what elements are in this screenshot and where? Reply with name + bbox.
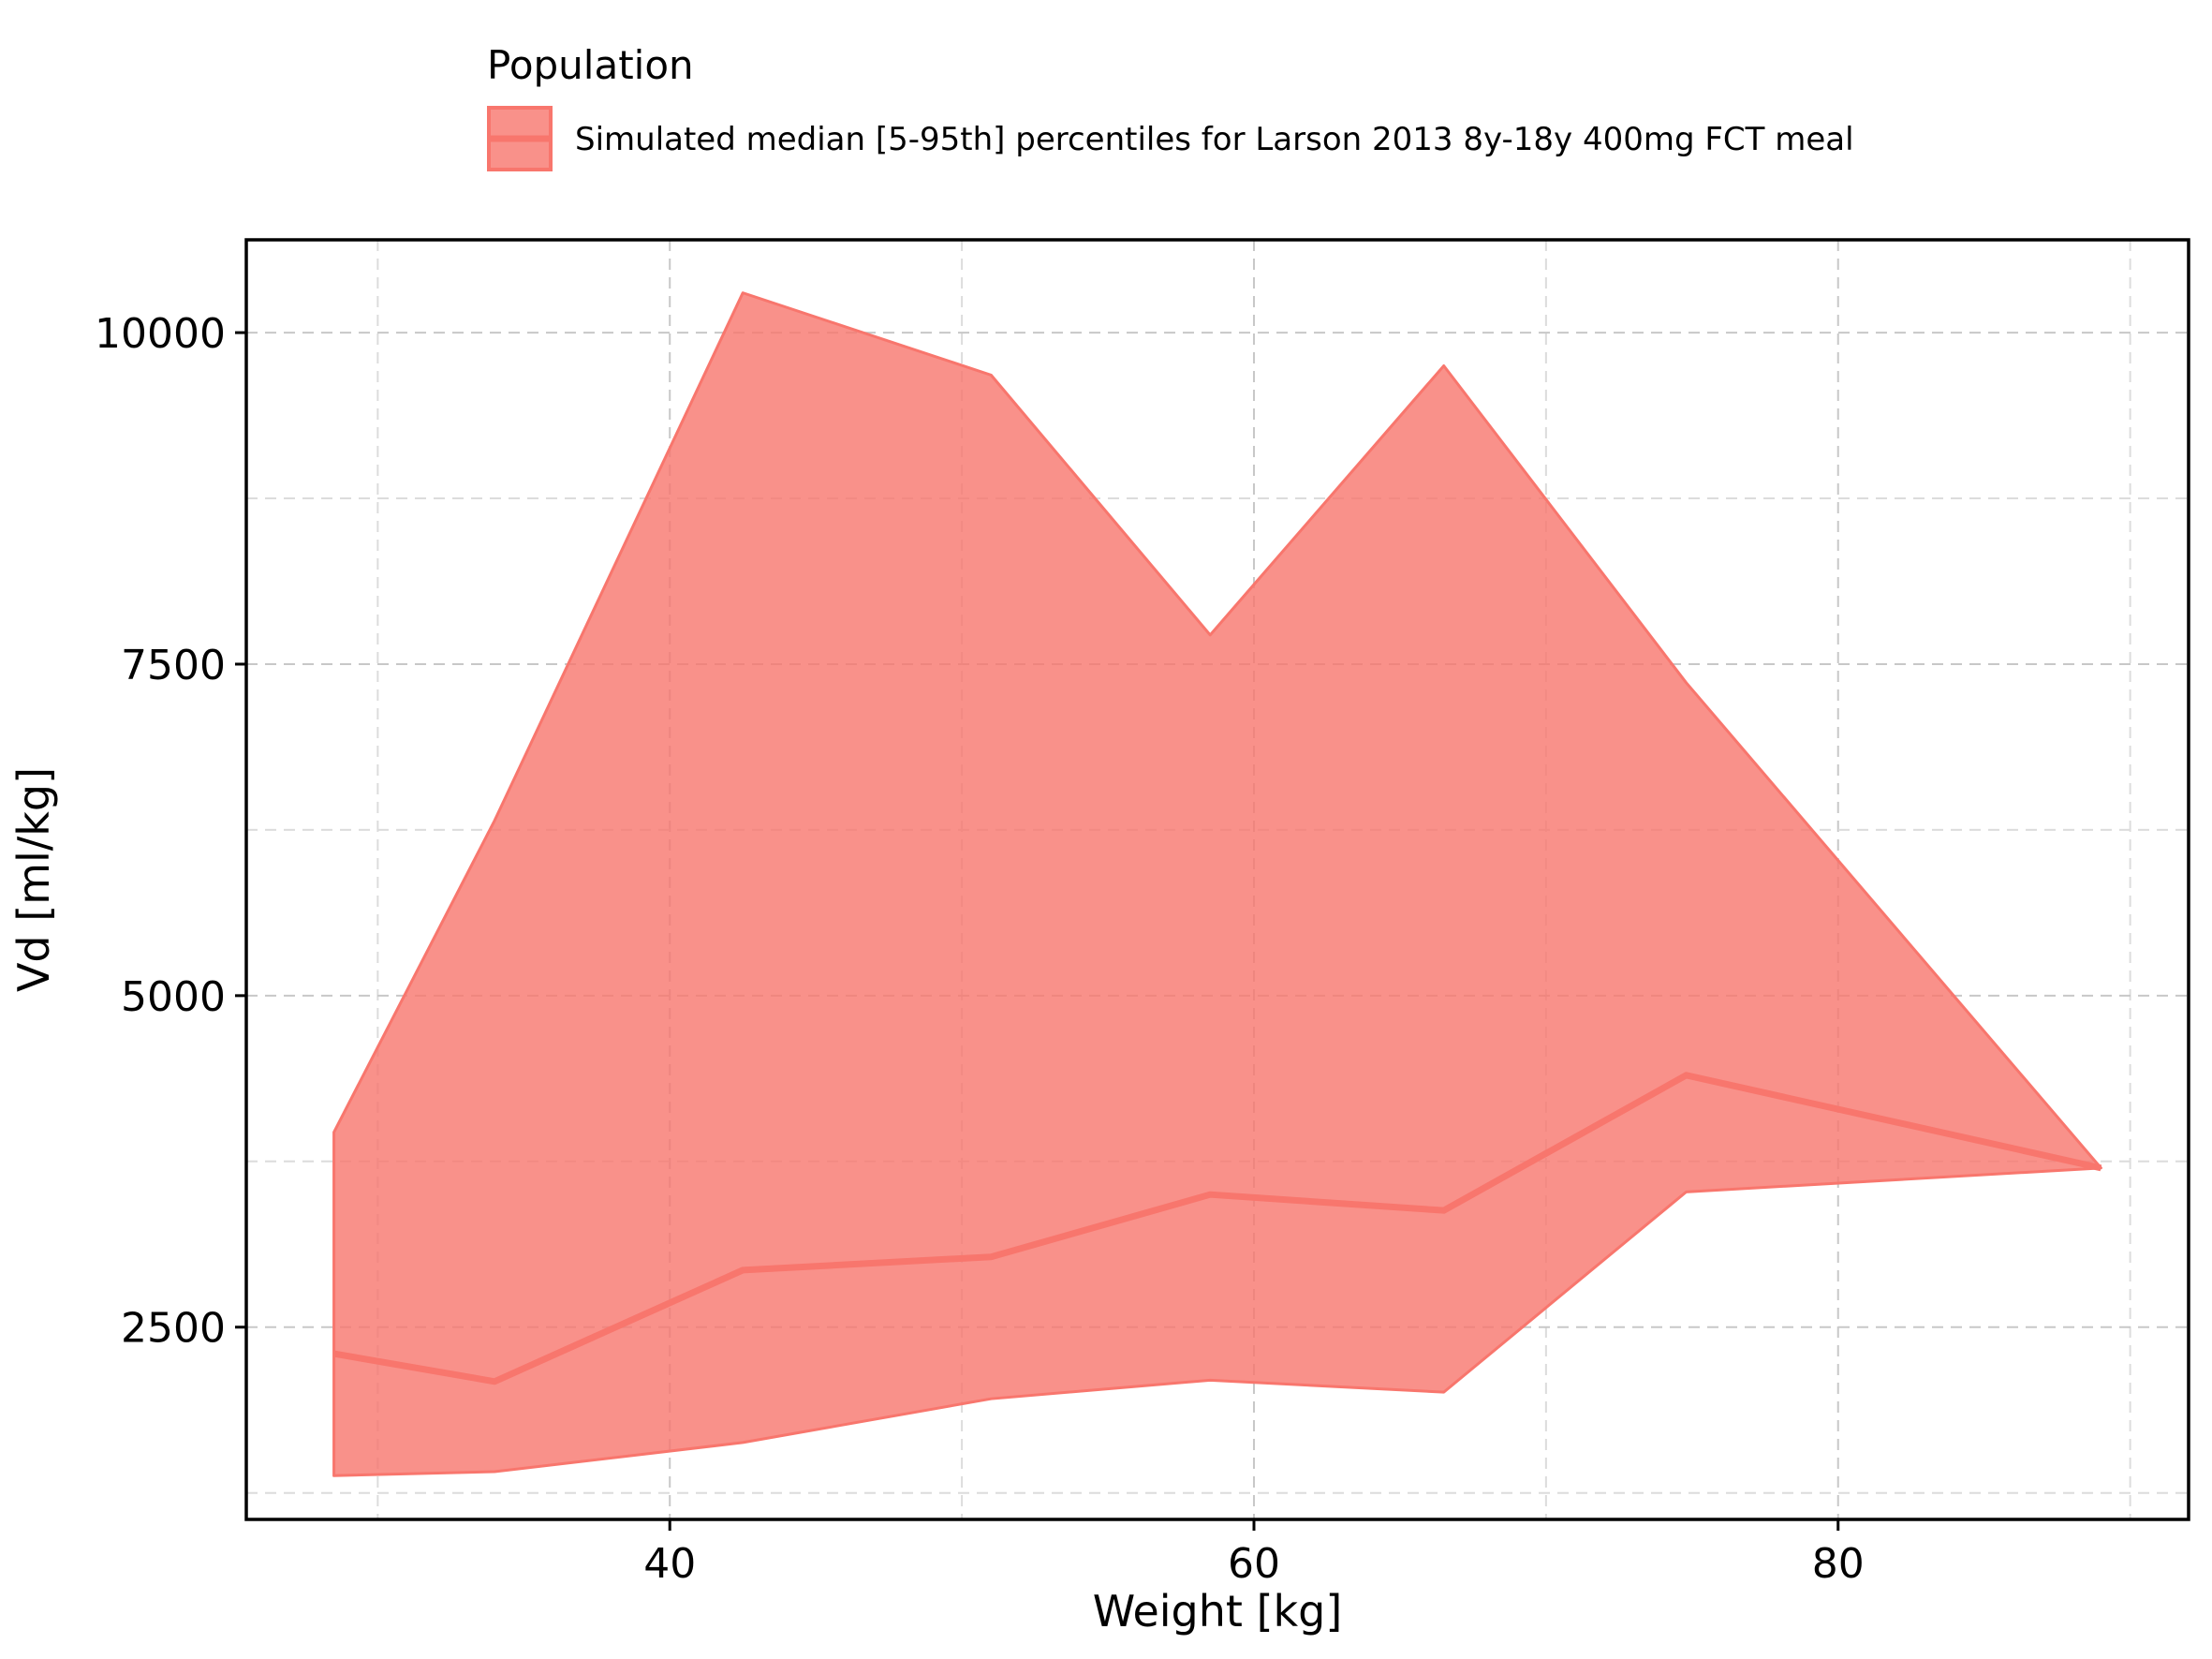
- x-tick-label: 40: [643, 1540, 696, 1588]
- y-tick-label: 2500: [121, 1305, 226, 1353]
- x-axis-ticks: 40 60 80: [643, 1519, 1865, 1588]
- y-tick-label: 7500: [121, 642, 226, 689]
- median-line: [332, 1072, 2102, 1385]
- y-axis-ticks: 2500 5000 7500 10000: [95, 310, 246, 1353]
- series-layer: [332, 291, 2102, 1477]
- legend-entry-label: Simulated median [5-95th] percentiles fo…: [575, 121, 1854, 158]
- y-tick-label: 10000: [95, 310, 226, 358]
- percentile-band: [332, 291, 2102, 1477]
- x-tick-label: 80: [1812, 1540, 1865, 1588]
- legend-title: Population: [487, 42, 694, 88]
- legend: Population Simulated median [5-95th] per…: [487, 42, 1854, 171]
- x-axis-label: Weight [kg]: [1093, 1586, 1343, 1637]
- y-tick-label: 5000: [121, 973, 226, 1021]
- plot-frame: [244, 238, 2190, 1521]
- y-axis-label: Vd [ml/kg]: [8, 767, 59, 992]
- x-tick-label: 60: [1228, 1540, 1280, 1588]
